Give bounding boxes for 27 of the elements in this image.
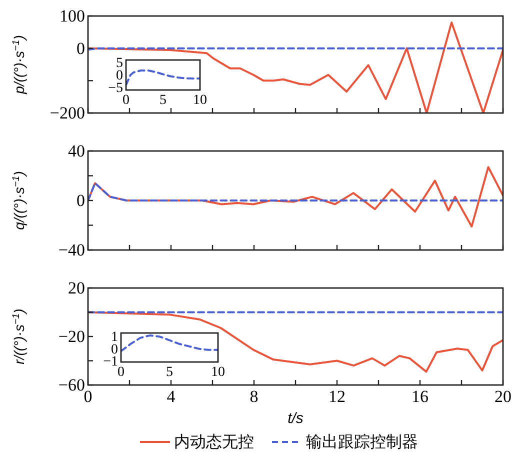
line-series	[126, 70, 200, 86]
x-tick-label: 8	[250, 387, 258, 406]
x-tick-label: 5	[166, 365, 173, 380]
y-tick-label: −5	[108, 81, 123, 96]
legend-label: 内动态无控	[174, 433, 254, 451]
y-tick-label: 20	[68, 278, 85, 298]
line-series	[88, 166, 503, 228]
y-tick-label: 0	[116, 68, 123, 84]
y-tick-label: 100	[60, 6, 85, 26]
x-tick-label: 16	[412, 387, 428, 406]
y-tick-label: 40	[68, 142, 85, 161]
x-tick-label: 10	[211, 365, 225, 380]
line-series	[121, 334, 218, 352]
x-tick-label: 10	[193, 93, 207, 108]
y-tick-label: 5	[116, 56, 123, 72]
x-tick-label: 4	[166, 387, 176, 406]
y-tick-label: 0	[76, 38, 85, 58]
y-tick-label: −200	[50, 104, 85, 123]
legend-label: 输出跟踪控制器	[306, 433, 418, 451]
y-tick-label: −40	[58, 240, 85, 260]
y-tick-label: −60	[58, 376, 85, 395]
x-tick-label: 20	[494, 387, 512, 406]
x-axis-title: t/s	[288, 410, 304, 427]
x-tick-label: 5	[160, 93, 166, 108]
x-tick-label: 12	[328, 387, 346, 406]
y-tick-label: 0	[76, 191, 85, 210]
y-tick-label: −20	[58, 327, 85, 346]
